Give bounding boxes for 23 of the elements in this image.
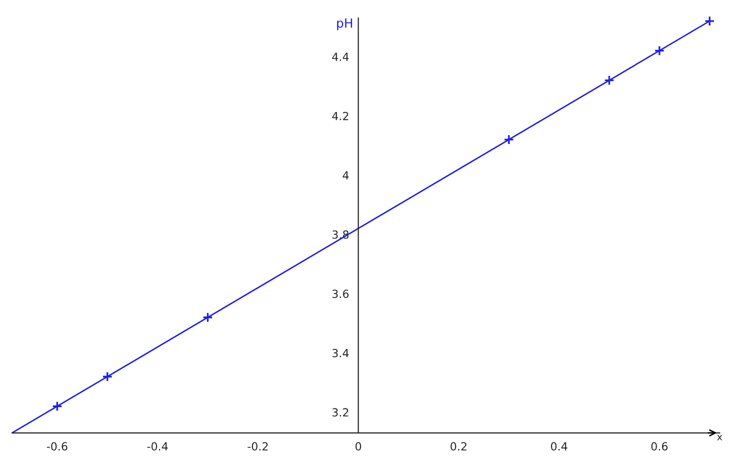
- x-tick-label: -0.2: [248, 442, 268, 451]
- point: [604, 75, 614, 86]
- x-tick-label: 0.4: [550, 442, 568, 451]
- x-axis-title: x: [717, 434, 722, 440]
- point: [52, 401, 62, 412]
- y-tick-label: 4.2: [332, 112, 348, 120]
- y-tick-label: 4.4: [332, 52, 349, 61]
- point: [102, 371, 113, 382]
- x-tick-label: 0.6: [651, 442, 668, 451]
- point: [202, 312, 213, 323]
- y-tick-label: 4: [342, 171, 349, 180]
- x-tick-label: -0.4: [147, 442, 168, 451]
- point: [504, 134, 514, 145]
- y-axis-title: pH: [337, 18, 352, 30]
- x-tick-label: -0.6: [46, 442, 68, 451]
- point: [704, 16, 715, 26]
- point: [654, 45, 665, 56]
- y-tick-label: 3.4: [332, 348, 349, 358]
- y-tick-label: 3.8: [332, 230, 349, 239]
- y-tick-label: 3.2: [332, 408, 348, 417]
- x-tick-label: 0.2: [450, 442, 466, 451]
- x-tick-label: 0: [356, 442, 362, 451]
- y-tick-label: 3.6: [332, 290, 349, 298]
